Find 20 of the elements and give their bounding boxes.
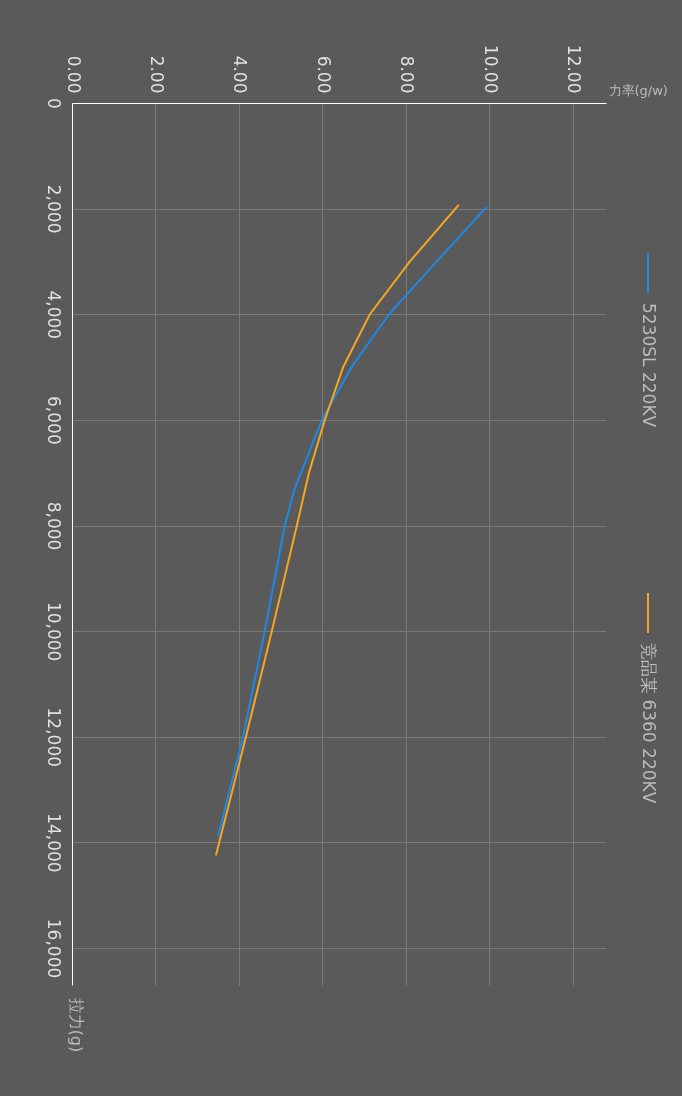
y-tick-label: 4,000 bbox=[43, 290, 64, 340]
y-tick-label: 10,000 bbox=[43, 601, 64, 662]
x-tick-label: 4.00 bbox=[230, 55, 251, 94]
x-tick-label: 2.00 bbox=[146, 55, 167, 94]
x-tick-label: 12.00 bbox=[564, 44, 585, 94]
x-axis-title: 力率(g/w) bbox=[608, 82, 668, 98]
legend-label: 5230SL 220KV bbox=[639, 303, 659, 428]
legend-label: 竞品某 6360 220KV bbox=[639, 643, 659, 804]
x-tick-label: 0.00 bbox=[63, 55, 84, 94]
y-tick-label: 2,000 bbox=[43, 184, 64, 234]
y-tick-label: 12,000 bbox=[43, 707, 64, 768]
y-tick-label: 8,000 bbox=[43, 501, 64, 551]
y-axis-title: 拉力(g) bbox=[66, 997, 86, 1053]
x-tick-label: 8.00 bbox=[397, 55, 418, 94]
y-tick-label: 16,000 bbox=[43, 918, 64, 979]
y-tick-label: 6,000 bbox=[43, 396, 64, 445]
y-tick-label: 0 bbox=[43, 98, 64, 109]
x-tick-label: 6.00 bbox=[313, 55, 334, 94]
y-tick-label: 14,000 bbox=[43, 813, 64, 873]
x-tick-label: 10.00 bbox=[480, 44, 501, 94]
